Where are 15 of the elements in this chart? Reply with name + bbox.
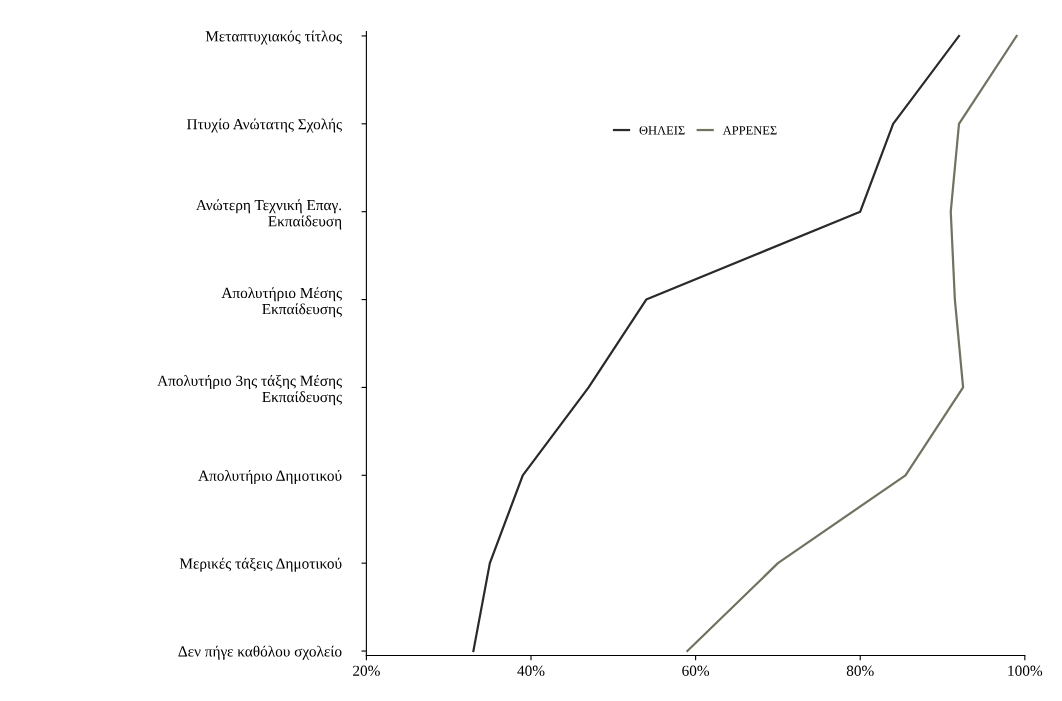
y-tick-label: Απολυτήριο 3ης τάξης Μέσης Εκπαίδευσης: [157, 375, 342, 406]
x-tick-label: 20%: [353, 665, 380, 676]
y-tick-label: Μερικές τάξεις Δημοτικού: [179, 557, 342, 572]
y-tick-label: Δεν πήγε καθόλου σχολείο: [178, 645, 342, 660]
y-tick-label: Απολυτήριο Δημοτικού: [198, 469, 342, 484]
y-tick-label: Πτυχίο Ανώτατης Σχολής: [186, 118, 342, 133]
x-tick-label: 80%: [846, 665, 874, 676]
y-tick-label: Απολυτήριο Μέσης Εκπαίδευσης: [221, 287, 342, 318]
y-tick-label: Μεταπτυχιακός τίτλος: [205, 30, 342, 45]
x-tick-label: 100%: [1008, 665, 1043, 676]
x-tick-label: 40%: [517, 665, 545, 676]
legend-label: ΘΗΛΕΙΣ: [639, 126, 685, 135]
legend-label: ΑΡΡΕΝΕΣ: [722, 126, 777, 135]
x-tick-label: 60%: [682, 665, 710, 676]
y-tick-label: Ανώτερη Τεχνική Επαγ. Εκπαίδευση: [196, 199, 342, 230]
